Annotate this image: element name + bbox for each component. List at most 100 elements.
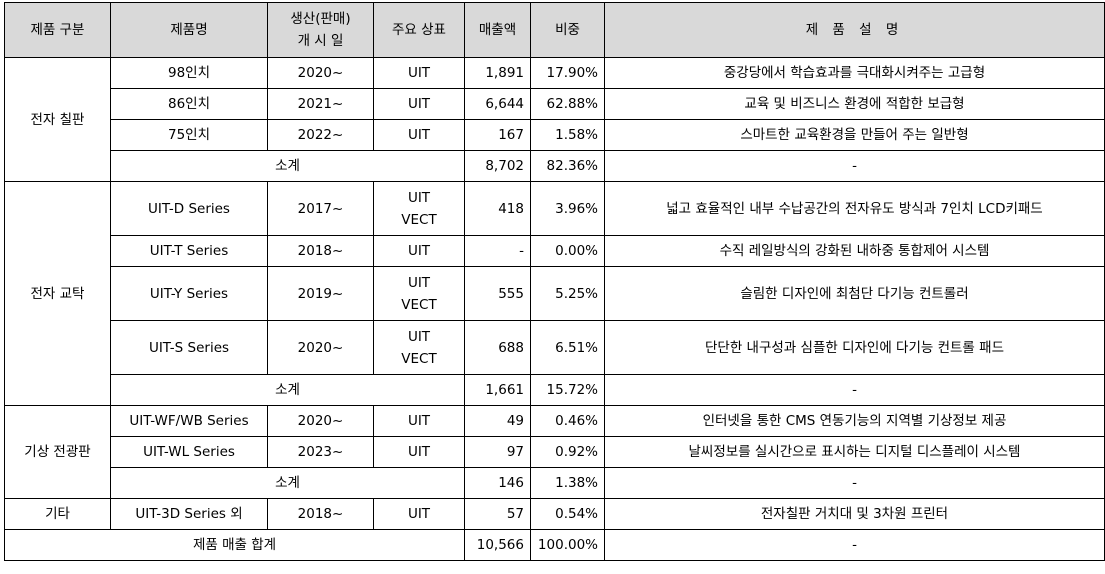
brand-name: UIT — [407, 413, 431, 429]
brand-name: UIT — [407, 96, 431, 112]
subtotal-row: 소계 8,702 82.36% - — [5, 150, 1105, 182]
launch-date-cell: 2021~ — [267, 88, 374, 120]
share-cell: 0.46% — [530, 405, 605, 437]
product-name-cell: UIT-Y Series — [110, 266, 268, 321]
share-cell: 0.54% — [530, 498, 605, 530]
sales-cell: 167 — [464, 119, 531, 151]
subtotal-row: 소계 1,661 15.72% - — [5, 374, 1105, 406]
brand-name: UIT — [407, 127, 431, 143]
subtotal-description: - — [604, 150, 1105, 182]
share-cell: 0.92% — [530, 436, 605, 468]
header-sales: 매출액 — [464, 2, 531, 58]
product-name-cell: UIT-WF/WB Series — [110, 405, 268, 437]
subtotal-sales: 8,702 — [464, 150, 531, 182]
subtotal-row: 소계 146 1.38% - — [5, 467, 1105, 499]
brand-name: UIT — [407, 328, 431, 345]
product-name-cell: UIT-D Series — [110, 181, 268, 236]
brand-name: UIT — [407, 444, 431, 460]
subtotal-sales: 1,661 — [464, 374, 531, 406]
product-sales-table: 제품 구분 제품명 생산(판매) 개 시 일 주요 상표 매출액 비중 제 품 … — [4, 2, 1105, 561]
share-cell: 62.88% — [530, 88, 605, 120]
table-row: 기상 전광판 UIT-WF/WB Series 2020~ UIT 49 0.46% 인터넷… — [4, 405, 1105, 499]
header-launch: 생산(판매) 개 시 일 — [267, 2, 374, 58]
header-launch-line1: 생산(판매) — [290, 11, 351, 27]
subtotal-label: 소계 — [110, 467, 465, 499]
share-cell: 0.00% — [530, 235, 605, 267]
sales-cell: 688 — [464, 320, 531, 375]
header-brand: 주요 상표 — [373, 2, 465, 58]
table-row: UIT-Y Series 2019~ UIT VECT 555 5.25% 슬림한 디자인에… — [5, 266, 1105, 321]
description-cell: 스마트한 교육환경을 만들어 주는 일반형 — [604, 119, 1105, 151]
sales-cell: 49 — [464, 405, 531, 437]
sales-cell: 57 — [464, 498, 531, 530]
header-category: 제품 구분 — [4, 2, 111, 58]
brand-name: VECT — [401, 211, 437, 228]
brand-cell: UIT — [373, 57, 465, 89]
description-cell: 슬림한 디자인에 최첨단 다기능 컨트롤러 — [604, 266, 1105, 321]
subtotal-share: 15.72% — [530, 374, 605, 406]
description-cell: 교육 및 비즈니스 환경에 적합한 보급형 — [604, 88, 1105, 120]
subtotal-description: - — [604, 467, 1105, 499]
header-row: 제품 구분 제품명 생산(판매) 개 시 일 주요 상표 매출액 비중 제 품 … — [4, 2, 1105, 58]
subtotal-label: 소계 — [110, 150, 465, 182]
description-cell: 인터넷을 통한 CMS 연동기능의 지역별 기상정보 제공 — [604, 405, 1105, 437]
description-cell: 단단한 내구성과 심플한 디자인에 다기능 컨트롤 패드 — [604, 320, 1105, 375]
description-cell: 중강당에서 학습효과를 극대화시켜주는 고급형 — [604, 57, 1105, 89]
sales-cell: 97 — [464, 436, 531, 468]
header-description: 제 품 설 명 — [604, 2, 1105, 58]
brand-cell: UIT — [373, 235, 465, 267]
share-cell: 3.96% — [530, 181, 605, 236]
brand-name: UIT — [407, 189, 431, 206]
subtotal-sales: 146 — [464, 467, 531, 499]
category-cell: 전자 칠판 — [4, 57, 111, 182]
product-name-cell: UIT-WL Series — [110, 436, 268, 468]
launch-date-cell: 2022~ — [267, 119, 374, 151]
share-cell: 6.51% — [530, 320, 605, 375]
sales-cell: 6,644 — [464, 88, 531, 120]
table-body: 전자 칠판 98인치 2020~ UIT 1,891 17.90% 중강당에서 학습효과를 … — [4, 57, 1105, 561]
subtotal-share: 1.38% — [530, 467, 605, 499]
brand-cell: UIT — [373, 498, 465, 530]
description-cell: 넓고 효율적인 내부 수납공간의 전자유도 방식과 7인치 LCD키패드 — [604, 181, 1105, 236]
launch-date-cell: 2019~ — [267, 266, 374, 321]
category-cell: 기타 — [4, 498, 111, 530]
subtotal-description: - — [604, 374, 1105, 406]
brand-name: VECT — [401, 296, 437, 313]
subtotal-label: 소계 — [110, 374, 465, 406]
table-row: 86인치 2021~ UIT 6,644 62.88% 교육 및 비즈니스 환경에 적합한… — [5, 88, 1105, 120]
total-row: 제품 매출 합계 10,566 100.00% - — [4, 529, 1105, 561]
brand-cell: UIT — [373, 405, 465, 437]
brand-name: UIT — [407, 274, 431, 291]
brand-name: VECT — [401, 350, 437, 367]
launch-date-cell: 2020~ — [267, 57, 374, 89]
product-name-cell: 86인치 — [110, 88, 268, 120]
total-share: 100.00% — [530, 529, 605, 561]
category-cell: 기상 전광판 — [4, 405, 111, 499]
launch-date-cell: 2018~ — [267, 235, 374, 267]
launch-date-cell: 2018~ — [267, 498, 374, 530]
share-cell: 17.90% — [530, 57, 605, 89]
launch-date-cell: 2020~ — [267, 320, 374, 375]
total-sales: 10,566 — [464, 529, 531, 561]
brand-cell: UIT — [373, 436, 465, 468]
brand-name: UIT — [407, 243, 431, 259]
header-share: 비중 — [530, 2, 605, 58]
brand-cell: UIT VECT — [373, 181, 465, 236]
brand-name: UIT — [407, 65, 431, 81]
brand-cell: UIT VECT — [373, 320, 465, 375]
product-name-cell: UIT-3D Series 외 — [110, 498, 268, 530]
sales-cell: 1,891 — [464, 57, 531, 89]
subtotal-share: 82.36% — [530, 150, 605, 182]
table-row: 75인치 2022~ UIT 167 1.58% 스마트한 교육환경을 만들어 주는 일반… — [5, 119, 1105, 151]
table-row: 기타 UIT-3D Series 외 2018~ UIT 57 0.54% 전자칠판 거치대… — [4, 498, 1105, 530]
sales-cell: - — [464, 235, 531, 267]
product-name-cell: UIT-T Series — [110, 235, 268, 267]
total-label: 제품 매출 합계 — [4, 529, 465, 561]
sales-cell: 555 — [464, 266, 531, 321]
brand-cell: UIT VECT — [373, 266, 465, 321]
brand-cell: UIT — [373, 88, 465, 120]
table-row: 전자 칠판 98인치 2020~ UIT 1,891 17.90% 중강당에서 학습효과를 … — [4, 57, 1105, 182]
product-name-cell: 75인치 — [110, 119, 268, 151]
table-row: UIT-WL Series 2023~ UIT 97 0.92% 날씨정보를 실시간으로 … — [5, 436, 1105, 468]
launch-date-cell: 2023~ — [267, 436, 374, 468]
